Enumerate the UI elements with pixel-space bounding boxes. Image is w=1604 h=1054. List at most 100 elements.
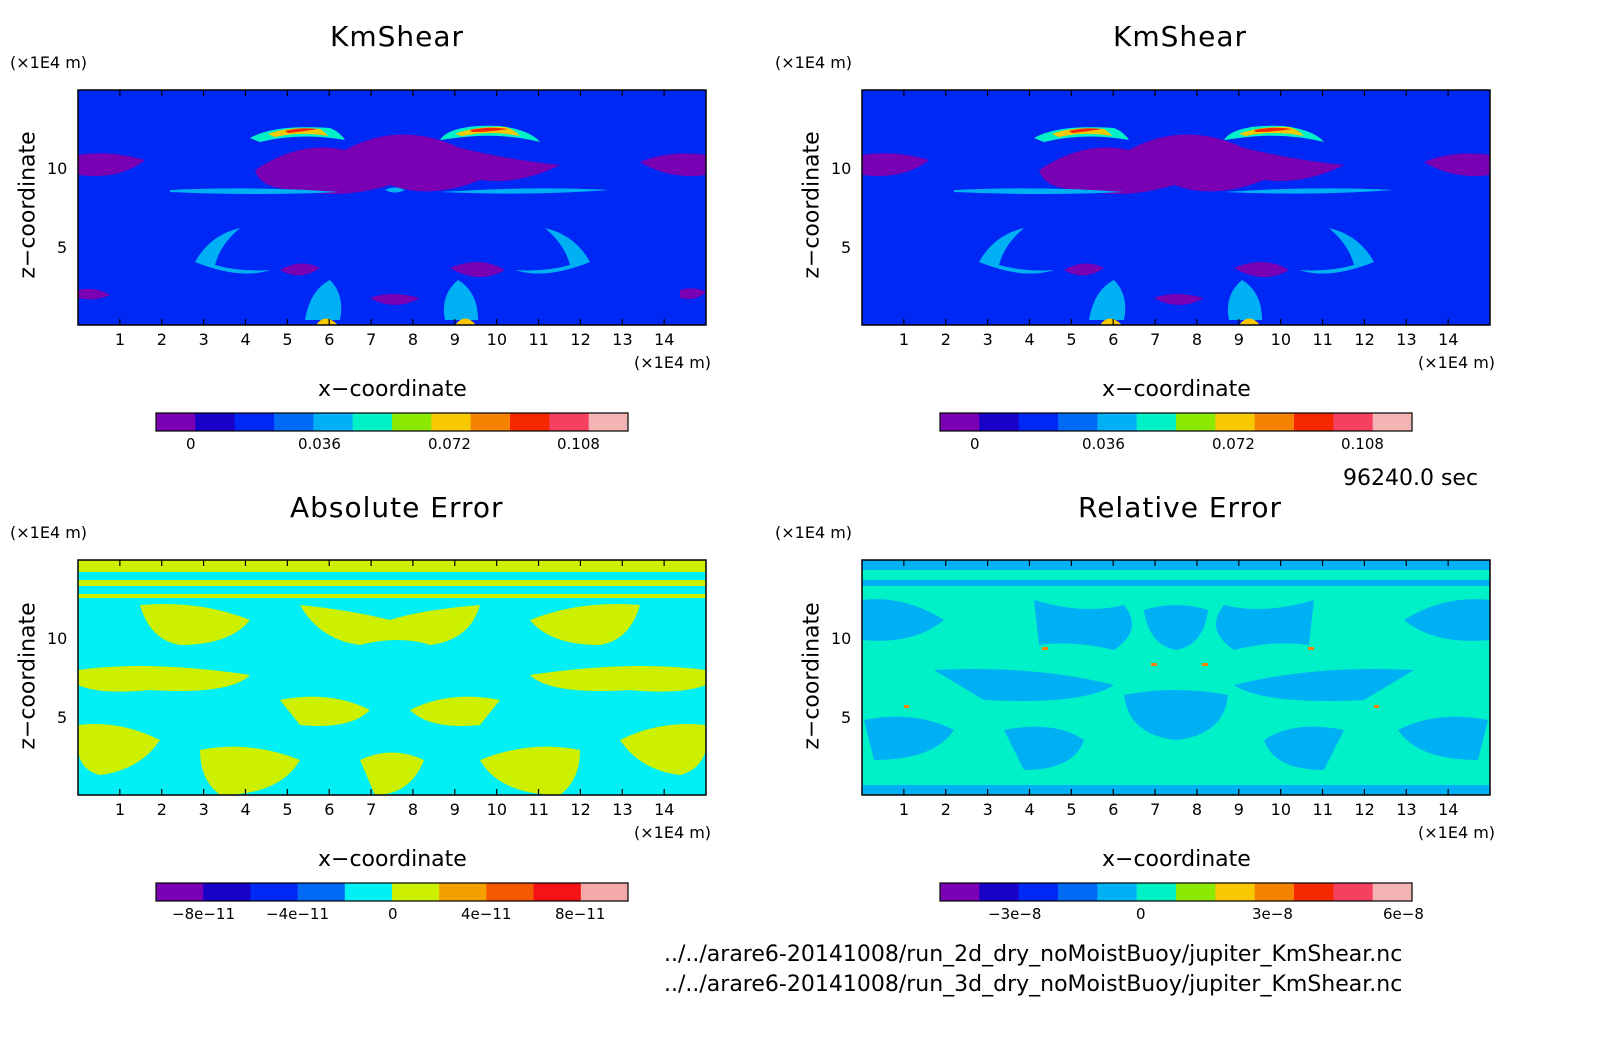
x-tick-label: 6 bbox=[1108, 330, 1119, 349]
colorbar-cell bbox=[1294, 883, 1334, 901]
x-tick-label: 13 bbox=[612, 330, 633, 349]
x-tick-label: 3 bbox=[982, 800, 993, 819]
colorbar-cell bbox=[195, 413, 236, 431]
colorbar-cell bbox=[1372, 883, 1413, 901]
colorbar-cell bbox=[1097, 413, 1138, 431]
y-unit-label: (×1E4 m) bbox=[775, 53, 853, 72]
x-tick-label: 2 bbox=[156, 800, 167, 819]
x-tick-label: 14 bbox=[654, 330, 675, 349]
x-tick-label: 14 bbox=[1438, 330, 1459, 349]
colorbar-cell bbox=[1136, 883, 1177, 901]
colorbar-4 bbox=[939, 882, 1413, 902]
colorbar-tick-label: −3e−8 bbox=[988, 905, 1042, 923]
x-tick-label: 14 bbox=[654, 800, 675, 819]
x-axis-label: x−coordinate bbox=[1102, 847, 1251, 872]
colorbar-tick-label: 0 bbox=[1136, 905, 1146, 923]
colorbar-cell bbox=[1018, 883, 1059, 901]
y-tick-label: 5 bbox=[57, 238, 68, 257]
colorbar-tick-label: 8e−11 bbox=[555, 905, 606, 923]
x-tick-label: 13 bbox=[612, 800, 633, 819]
x-tick-label: 11 bbox=[1312, 330, 1333, 349]
y-tick-label: 5 bbox=[841, 708, 852, 727]
x-tick-label: 2 bbox=[156, 330, 167, 349]
x-tick-label: 9 bbox=[449, 330, 460, 349]
x-tick-label: 8 bbox=[407, 800, 419, 819]
x-axis-label: x−coordinate bbox=[1102, 377, 1251, 402]
colorbar-cell bbox=[352, 413, 393, 431]
x-unit-label: (×1E4 m) bbox=[634, 823, 712, 842]
x-unit-label: (×1E4 m) bbox=[1418, 823, 1496, 842]
colorbar-tick-label: 4e−11 bbox=[461, 905, 512, 923]
x-tick-marks bbox=[903, 90, 1449, 325]
x-tick-label: 8 bbox=[1191, 330, 1203, 349]
x-tick-label: 7 bbox=[366, 330, 377, 349]
x-tick-label: 11 bbox=[1312, 800, 1333, 819]
x-tick-label: 3 bbox=[198, 800, 209, 819]
y-unit-label: (×1E4 m) bbox=[10, 523, 88, 542]
x-tick-label: 9 bbox=[1233, 800, 1244, 819]
plot-area-background bbox=[78, 90, 706, 325]
x-tick-label: 5 bbox=[282, 800, 293, 819]
contour-purple-regions bbox=[862, 134, 1490, 305]
x-tick-label: 12 bbox=[1354, 330, 1375, 349]
colorbar-cell bbox=[1136, 413, 1177, 431]
colorbar-tick-label: 6e−8 bbox=[1383, 905, 1424, 923]
colorbar-tick-label: 0.108 bbox=[1341, 435, 1384, 453]
colorbar-cell bbox=[234, 413, 275, 431]
file-path-1: ../../arare6-20141008/run_2d_dry_noMoist… bbox=[664, 942, 1403, 967]
y-tick-label: 10 bbox=[831, 629, 852, 648]
contour-hot-specks bbox=[904, 647, 1379, 708]
x-tick-label: 11 bbox=[528, 800, 549, 819]
x-tick-label: 5 bbox=[1066, 330, 1077, 349]
colorbar-cell bbox=[979, 413, 1020, 431]
x-tick-labels: 1 2 3 4 5 6 7 8 9 10 11 12 13 14 bbox=[0, 800, 1604, 820]
x-axis-label: x−coordinate bbox=[318, 377, 467, 402]
colorbar-cell bbox=[1176, 883, 1216, 901]
x-tick-marks bbox=[903, 560, 1449, 795]
colorbar-cell bbox=[1215, 883, 1256, 901]
colorbar-frame bbox=[155, 882, 629, 902]
x-tick-label: 8 bbox=[1191, 800, 1203, 819]
colorbar-cell bbox=[1097, 883, 1138, 901]
colorbar-cell bbox=[1333, 413, 1374, 431]
colorbar-tick-label: 0.108 bbox=[557, 435, 600, 453]
contour-yellow-regions bbox=[78, 560, 706, 795]
contour-cyan-regions bbox=[170, 187, 610, 320]
colorbar-frame bbox=[155, 412, 629, 432]
colorbar-cell bbox=[470, 413, 511, 431]
x-tick-label: 13 bbox=[1396, 330, 1417, 349]
colorbar-frame bbox=[939, 412, 1413, 432]
x-tick-label: 1 bbox=[898, 800, 910, 819]
colorbar-cell bbox=[274, 413, 314, 431]
colorbar-cell bbox=[1254, 413, 1295, 431]
x-tick-label: 4 bbox=[240, 800, 251, 819]
x-tick-label: 5 bbox=[1066, 800, 1077, 819]
x-tick-label: 13 bbox=[1396, 800, 1417, 819]
colorbar-2 bbox=[939, 412, 1413, 432]
colorbar-cell bbox=[297, 883, 346, 901]
file-path-2: ../../arare6-20141008/run_3d_dry_noMoist… bbox=[664, 972, 1403, 997]
time-label: 96240.0 sec bbox=[1343, 466, 1479, 491]
plot-frame bbox=[861, 559, 1491, 796]
colorbar-cell bbox=[940, 413, 980, 431]
colorbar-cell bbox=[1058, 883, 1098, 901]
chart-title: Relative Error bbox=[1078, 491, 1283, 524]
x-tick-label: 10 bbox=[486, 800, 508, 819]
colorbar-cell bbox=[1294, 413, 1334, 431]
colorbar-cell bbox=[344, 883, 393, 901]
plot-frame bbox=[861, 89, 1491, 326]
colorbar-3 bbox=[155, 882, 629, 902]
colorbar-cell bbox=[1372, 413, 1413, 431]
colorbar-cell bbox=[588, 413, 629, 431]
colorbar-tick-label: 0.036 bbox=[1082, 435, 1125, 453]
x-tick-label: 1 bbox=[898, 330, 910, 349]
colorbar-cell bbox=[1254, 883, 1295, 901]
x-tick-label: 8 bbox=[407, 330, 419, 349]
colorbar-cell bbox=[156, 413, 196, 431]
x-tick-labels: 1 2 3 4 5 6 7 8 9 10 11 12 13 14 bbox=[0, 800, 1604, 820]
x-tick-label: 9 bbox=[449, 800, 460, 819]
x-tick-label: 11 bbox=[528, 330, 549, 349]
